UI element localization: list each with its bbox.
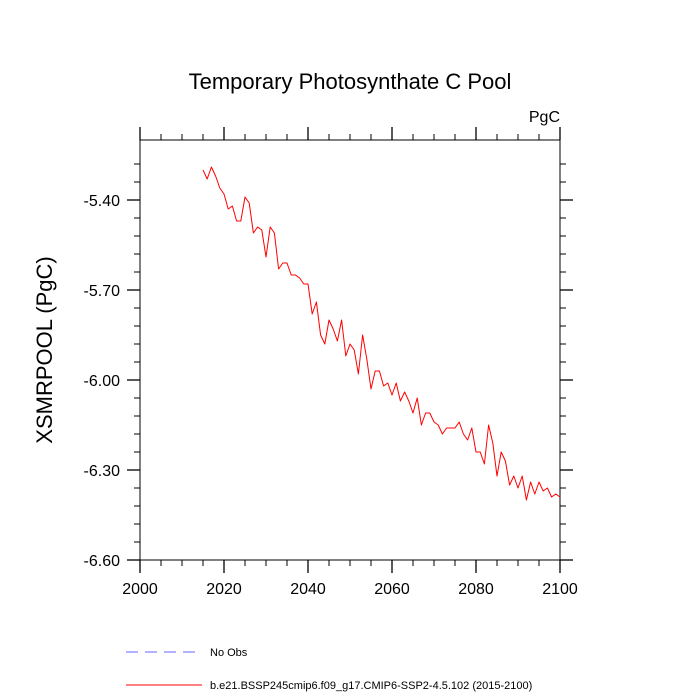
y-tick-label: -5.70 <box>84 283 121 300</box>
legend-label-1: b.e21.BSSP245cmip6.f09_g17.CMIP6-SSP2-4.… <box>210 680 532 692</box>
x-tick-label: 2000 <box>122 581 158 598</box>
x-tick-label: 2040 <box>290 581 326 598</box>
axis-ticks <box>127 127 573 573</box>
x-tick-label: 2100 <box>542 581 578 598</box>
y-tick-label: -5.40 <box>84 193 121 210</box>
y-tick-label: -6.30 <box>84 463 121 480</box>
legend: No Obs b.e21.BSSP245cmip6.f09_g17.CMIP6-S… <box>126 647 532 692</box>
chart-title: Temporary Photosynthate C Pool <box>189 69 512 94</box>
x-tick-label: 2020 <box>206 581 242 598</box>
legend-label-0: No Obs <box>210 647 248 659</box>
y-tick-label: -6.60 <box>84 553 121 570</box>
series-group <box>202 166 561 501</box>
axis-tick-labels: 2000 2020 2040 2060 2080 2100 -6.60 -6.30 -6.00 -… <box>84 193 578 598</box>
y-axis-label: XSMRPOOL (PgC) <box>32 256 57 443</box>
x-tick-label: 2080 <box>458 581 494 598</box>
x-tick-label: 2060 <box>374 581 410 598</box>
plot-frame <box>139 139 561 561</box>
units-label: PgC <box>529 109 560 126</box>
series-line-0 <box>202 166 561 501</box>
y-tick-label: -6.00 <box>84 373 121 390</box>
